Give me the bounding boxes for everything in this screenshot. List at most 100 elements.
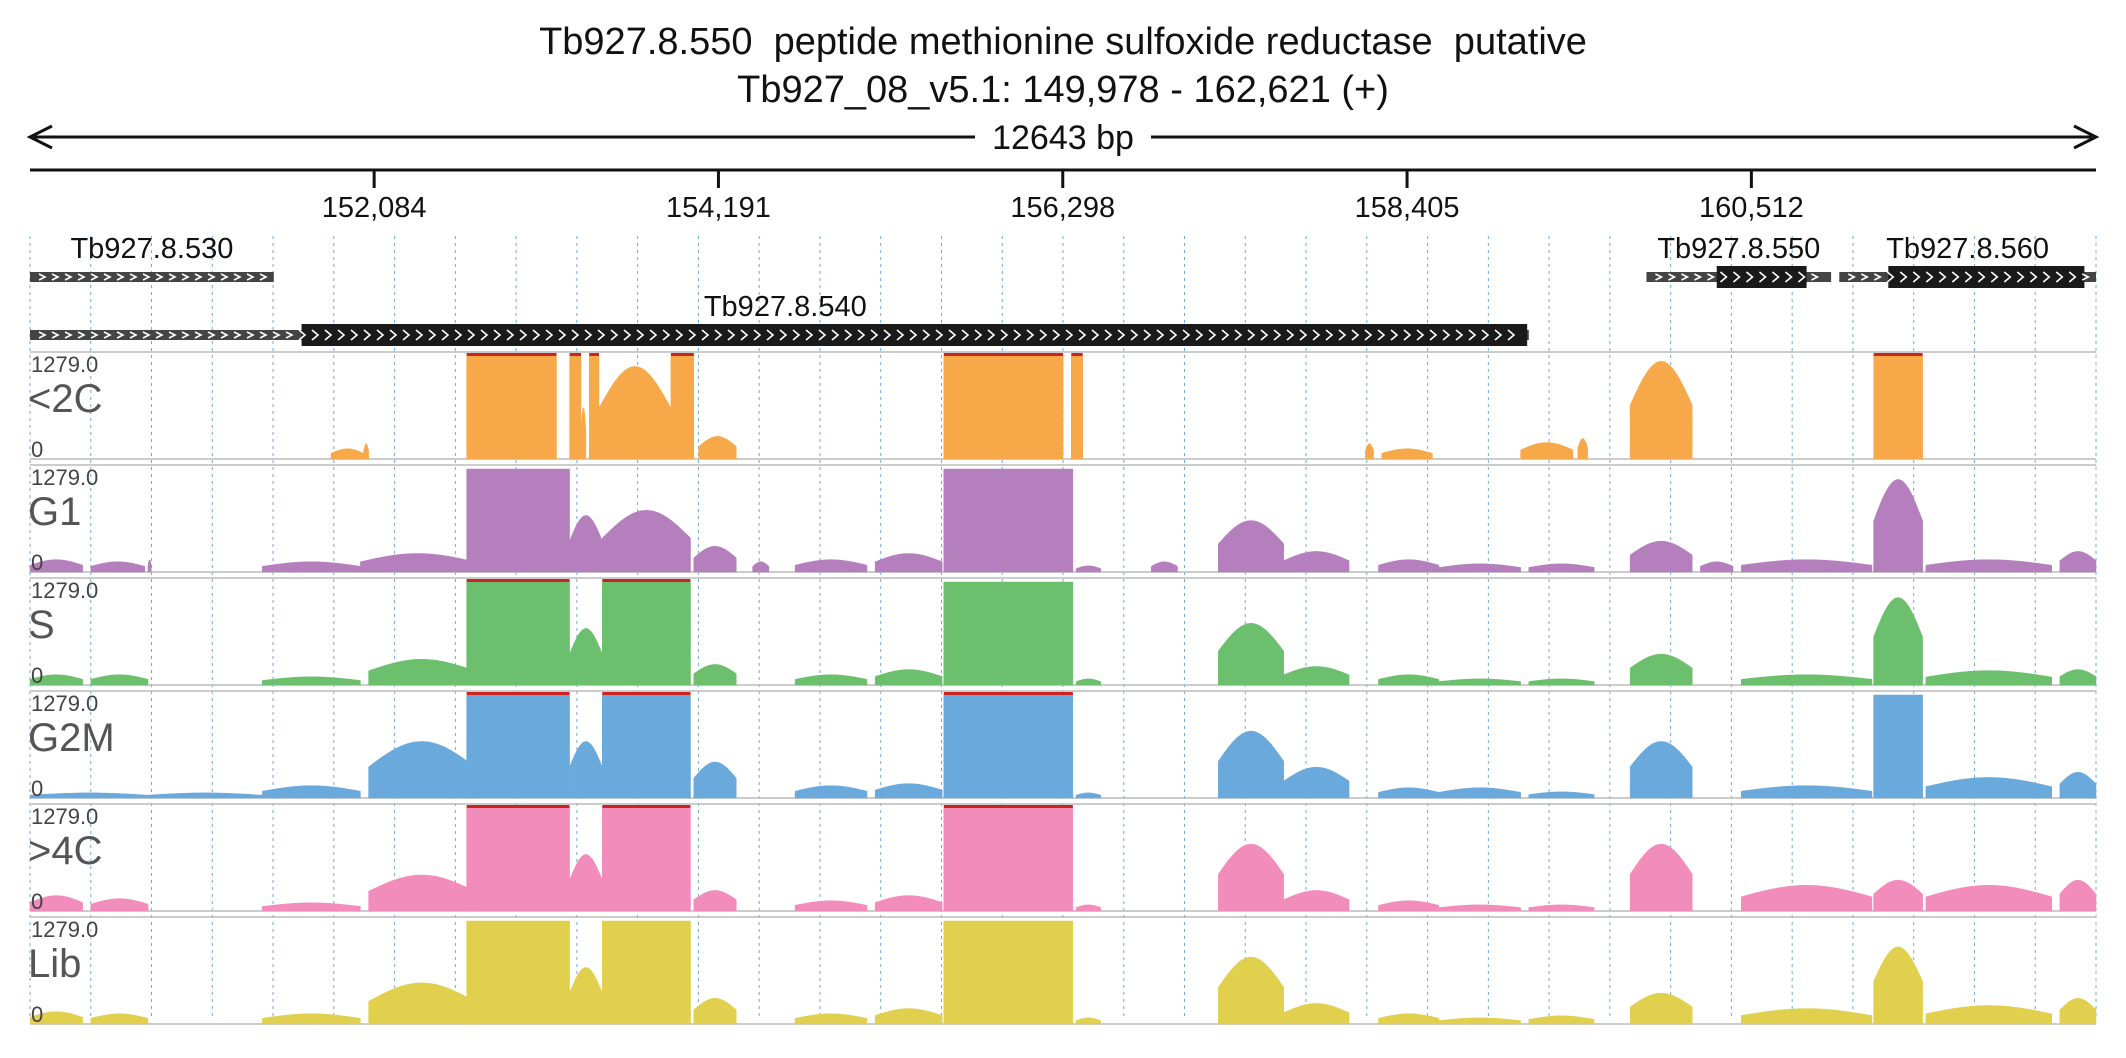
strand-chevron-icon bbox=[1351, 329, 1360, 341]
strand-chevron-icon bbox=[246, 331, 255, 339]
coverage-area bbox=[569, 515, 603, 573]
coverage-area bbox=[330, 448, 364, 460]
coverage-area bbox=[1438, 678, 1521, 686]
coverage-area bbox=[1075, 565, 1101, 573]
strand-chevron-icon bbox=[1195, 329, 1204, 341]
track-name-label: S bbox=[28, 603, 55, 647]
coverage-area bbox=[1925, 1005, 2052, 1025]
track-min-label: 0 bbox=[31, 1002, 43, 1027]
coverage-area bbox=[1629, 992, 1693, 1025]
span-arrow-left-icon bbox=[26, 124, 53, 150]
coverage-area bbox=[147, 792, 263, 799]
gene-cds-bar bbox=[301, 324, 1528, 346]
track-max-label: 1279.0 bbox=[31, 691, 98, 716]
strand-chevron-icon bbox=[1925, 271, 1934, 283]
track-name-label: >4C bbox=[28, 829, 103, 873]
strand-chevron-icon bbox=[168, 273, 177, 281]
coverage-area bbox=[874, 1008, 943, 1025]
strand-chevron-icon bbox=[571, 329, 580, 341]
coverage-area bbox=[90, 898, 149, 912]
coverage-clip-marker bbox=[466, 805, 570, 808]
strand-chevron-icon bbox=[1707, 273, 1716, 281]
coverage-area bbox=[1528, 563, 1595, 573]
strand-chevron-icon bbox=[1065, 329, 1074, 341]
coverage-area bbox=[368, 741, 476, 799]
coverage-area bbox=[569, 741, 603, 799]
coverage-area bbox=[1075, 1017, 1101, 1025]
coverage-area bbox=[1283, 1003, 1350, 1025]
strand-chevron-icon bbox=[727, 329, 736, 341]
strand-chevron-icon bbox=[805, 329, 814, 341]
strand-chevron-icon bbox=[155, 331, 164, 339]
strand-chevron-icon bbox=[1694, 273, 1703, 281]
strand-chevron-icon bbox=[532, 329, 541, 341]
coverage-area bbox=[1629, 360, 1693, 460]
coverage-area bbox=[698, 436, 737, 460]
strand-chevron-icon bbox=[155, 273, 164, 281]
strand-chevron-icon bbox=[1681, 273, 1690, 281]
strand-chevron-icon bbox=[1494, 329, 1503, 341]
strand-chevron-icon bbox=[792, 329, 801, 341]
strand-chevron-icon bbox=[1247, 329, 1256, 341]
coverage-area bbox=[2059, 879, 2097, 912]
coverage-area bbox=[1378, 559, 1440, 573]
track-max-label: 1279.0 bbox=[31, 578, 98, 603]
strand-chevron-icon bbox=[168, 331, 177, 339]
coverage-area bbox=[1283, 666, 1350, 686]
ruler-tick-label: 158,405 bbox=[1355, 192, 1460, 224]
coverage-area bbox=[569, 355, 582, 460]
strand-chevron-icon bbox=[740, 329, 749, 341]
strand-chevron-icon bbox=[311, 329, 320, 341]
coverage-area bbox=[466, 468, 570, 573]
strand-chevron-icon bbox=[51, 331, 60, 339]
strand-chevron-icon bbox=[935, 329, 944, 341]
coverage-area bbox=[569, 967, 603, 1025]
strand-chevron-icon bbox=[415, 329, 424, 341]
coverage-area bbox=[2059, 669, 2097, 686]
coverage-area bbox=[1378, 900, 1440, 912]
strand-chevron-icon bbox=[1797, 271, 1806, 283]
coverage-clip-marker bbox=[466, 692, 570, 695]
track-max-label: 1279.0 bbox=[31, 352, 98, 377]
coverage-area bbox=[794, 785, 868, 799]
coverage-area bbox=[602, 509, 691, 573]
strand-chevron-icon bbox=[480, 329, 489, 341]
strand-chevron-icon bbox=[285, 331, 294, 339]
coverage-area bbox=[90, 674, 149, 686]
strand-chevron-icon bbox=[1403, 329, 1412, 341]
strand-chevron-icon bbox=[116, 273, 125, 281]
strand-chevron-icon bbox=[1013, 329, 1022, 341]
coverage-area bbox=[1528, 904, 1595, 912]
strand-chevron-icon bbox=[1221, 329, 1230, 341]
coverage-area bbox=[1378, 787, 1440, 799]
strand-chevron-icon bbox=[181, 273, 190, 281]
strand-chevron-icon bbox=[233, 273, 242, 281]
strand-chevron-icon bbox=[1390, 329, 1399, 341]
coverage-area bbox=[794, 1013, 868, 1025]
strand-chevron-icon bbox=[831, 329, 840, 341]
coverage-clip-marker bbox=[466, 353, 557, 356]
strand-chevron-icon bbox=[259, 331, 268, 339]
coverage-area bbox=[1873, 479, 1923, 573]
ruler-tick-label: 160,512 bbox=[1699, 192, 1804, 224]
coverage-area bbox=[874, 783, 943, 799]
strand-chevron-icon bbox=[1169, 329, 1178, 341]
strand-chevron-icon bbox=[688, 329, 697, 341]
strand-chevron-icon bbox=[194, 331, 203, 339]
coverage-area bbox=[1629, 653, 1693, 686]
coverage-area bbox=[466, 920, 570, 1025]
strand-chevron-icon bbox=[1000, 329, 1009, 341]
coverage-area bbox=[363, 443, 369, 460]
strand-chevron-icon bbox=[2016, 271, 2025, 283]
strand-chevron-icon bbox=[1811, 273, 1820, 281]
coverage-clip-marker bbox=[589, 353, 599, 356]
coverage-area bbox=[262, 1013, 361, 1025]
strand-chevron-icon bbox=[376, 329, 385, 341]
coverage-clip-marker bbox=[602, 805, 691, 808]
strand-chevron-icon bbox=[441, 329, 450, 341]
strand-chevron-icon bbox=[298, 329, 307, 341]
strand-chevron-icon bbox=[1104, 329, 1113, 341]
ruler-tick-label: 156,298 bbox=[1010, 192, 1115, 224]
coverage-area bbox=[1283, 551, 1350, 573]
strand-chevron-icon bbox=[324, 329, 333, 341]
